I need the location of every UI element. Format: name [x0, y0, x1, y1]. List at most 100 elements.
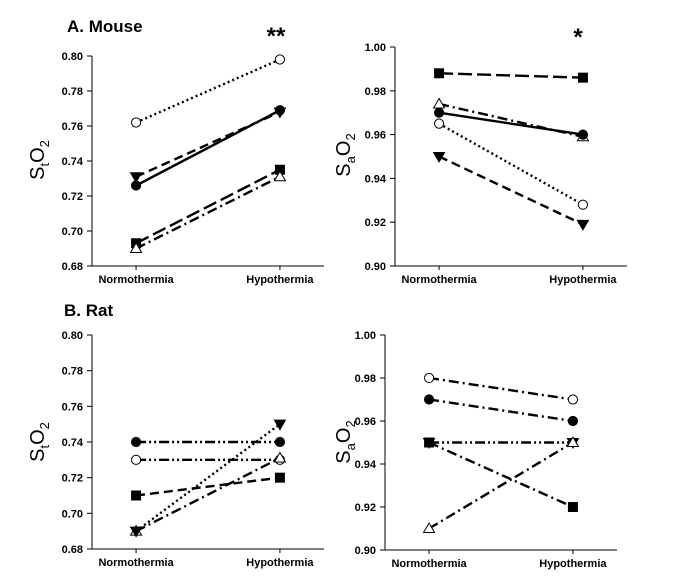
significance-marker: ** [267, 23, 286, 50]
series-rat3 [424, 437, 578, 512]
marker-mouse1-normothermia [130, 117, 142, 128]
marker-mouse5-normothermia [129, 242, 143, 253]
series-rat5 [422, 436, 580, 533]
series-line-mouse5 [438, 155, 584, 226]
y-tick-label-0-72: 0.72 [62, 473, 83, 485]
marker-mouse5-hypothermia [576, 219, 590, 231]
y-axis-label-part: O [333, 428, 355, 444]
series-line-rat4 [135, 456, 281, 533]
significance-marker: * [573, 24, 583, 51]
x-category-label-normothermia: Normothermia [391, 558, 467, 570]
y-axis-label-part: O [27, 429, 49, 445]
series-rat1 [130, 436, 286, 448]
series-line-mouse3 [135, 110, 281, 178]
marker-rat2-hypothermia [567, 415, 579, 427]
x-category-label-hypothermia: Hypothermia [246, 557, 314, 569]
marker-mouse1-hypothermia [274, 54, 286, 65]
series-rat2 [423, 394, 579, 427]
marker-mouse3-normothermia [129, 172, 143, 184]
y-axis-label-part: O [333, 141, 355, 157]
y-axis-label-subscript: a [343, 155, 358, 163]
y-tick-label-0-78: 0.78 [62, 366, 83, 378]
series-line-mouse3 [438, 111, 584, 136]
y-axis-label: StO2 [27, 140, 52, 180]
y-axis-label-subscript: t [37, 163, 52, 167]
y-axis-label-subscript: a [343, 442, 358, 450]
y-tick-label-0-92: 0.92 [355, 502, 376, 514]
series-mouse4 [131, 164, 285, 249]
marker-rat1-hypothermia [567, 394, 579, 405]
chart-4: 0.90 0.92 0.94 0.96 0.98 1.00 Normothermia Hypo… [333, 330, 617, 570]
y-tick-label-0-76: 0.76 [62, 121, 83, 133]
marker-rat5-normothermia [129, 526, 143, 538]
panel-label-mouse: A. Mouse [67, 17, 143, 36]
series-mouse3 [129, 107, 287, 184]
series-line-rat3 [428, 441, 574, 509]
series-mouse2 [130, 105, 286, 191]
series-line-mouse4 [135, 168, 281, 245]
y-tick-label-0-90: 0.90 [355, 545, 376, 557]
marker-rat1-normothermia [423, 372, 435, 384]
y-tick-label-0-76: 0.76 [62, 401, 83, 413]
y-tick-label-0-68: 0.68 [62, 261, 83, 273]
series-line-mouse4 [438, 122, 584, 206]
marker-rat2-normothermia [130, 454, 142, 465]
y-axis-label: StO2 [27, 422, 52, 462]
marker-rat5-hypothermia [566, 436, 580, 447]
y-axis-label-subscript: 2 [343, 420, 358, 427]
marker-mouse1-hypothermia [577, 72, 588, 83]
y-axis-label-subscript: 2 [343, 133, 358, 140]
y-tick-label-0-96: 0.96 [355, 416, 376, 428]
series-line-rat3 [135, 476, 281, 497]
marker-mouse1-normothermia [434, 68, 445, 79]
y-tick-label-1-00: 1.00 [355, 330, 376, 342]
y-axis-label-part: S [333, 163, 355, 176]
y-tick-label-0-74: 0.74 [62, 437, 84, 449]
y-tick-label-0-96: 0.96 [365, 130, 386, 142]
series-mouse3 [433, 107, 589, 140]
series-line-mouse1 [439, 72, 583, 79]
marker-rat3-hypothermia [274, 472, 285, 483]
marker-mouse3-normothermia [433, 107, 445, 118]
y-axis-label-part: O [27, 147, 49, 163]
series-mouse1 [130, 54, 286, 128]
y-tick-label-0-90: 0.90 [365, 261, 386, 273]
series-rat5 [129, 419, 287, 538]
marker-rat1-hypothermia [274, 436, 286, 448]
x-category-label-normothermia: Normothermia [98, 557, 174, 569]
y-tick-label-0-74: 0.74 [62, 156, 84, 168]
chart-3: 0.68 0.70 0.72 0.74 0.76 0.78 0.80 Normothermia… [27, 330, 324, 569]
series-line-mouse1 [135, 58, 281, 124]
series-mouse5 [129, 170, 287, 253]
x-category-label-hypothermia: Hypothermia [539, 558, 607, 570]
y-axis-label-part: S [27, 167, 49, 180]
marker-mouse3-hypothermia [273, 107, 287, 119]
y-axis-label: SaO2 [333, 420, 358, 463]
marker-rat5-hypothermia [273, 419, 287, 431]
series-line-rat5 [428, 441, 574, 530]
x-category-label-hypothermia: Hypothermia [549, 274, 617, 286]
series-rat2 [130, 454, 286, 465]
marker-rat3-normothermia [131, 490, 142, 501]
y-tick-label-0-80: 0.80 [62, 330, 83, 342]
y-tick-label-0-72: 0.72 [62, 191, 83, 203]
y-axis-label-subscript: 2 [37, 422, 52, 429]
y-tick-label-0-68: 0.68 [62, 544, 83, 556]
y-tick-label-0-94: 0.94 [355, 459, 377, 471]
series-line-mouse5 [135, 175, 281, 250]
series-line-rat2 [428, 398, 574, 423]
series-rat1 [423, 372, 579, 405]
y-tick-label-0-94: 0.94 [365, 173, 387, 185]
series-mouse4 [433, 118, 589, 210]
chart-1: 0.68 0.70 0.72 0.74 0.76 0.78 0.80 Normothermia… [27, 23, 324, 286]
x-category-label-hypothermia: Hypothermia [246, 274, 314, 286]
series-mouse1 [434, 68, 588, 83]
y-tick-label-0-70: 0.70 [62, 508, 83, 520]
series-rat4 [422, 438, 580, 449]
y-tick-label-0-80: 0.80 [62, 51, 83, 63]
y-tick-label-0-98: 0.98 [365, 86, 386, 98]
marker-rat4-hypothermia [273, 451, 287, 463]
marker-rat3-hypothermia [567, 502, 578, 512]
y-axis-label-subscript: t [37, 445, 52, 449]
